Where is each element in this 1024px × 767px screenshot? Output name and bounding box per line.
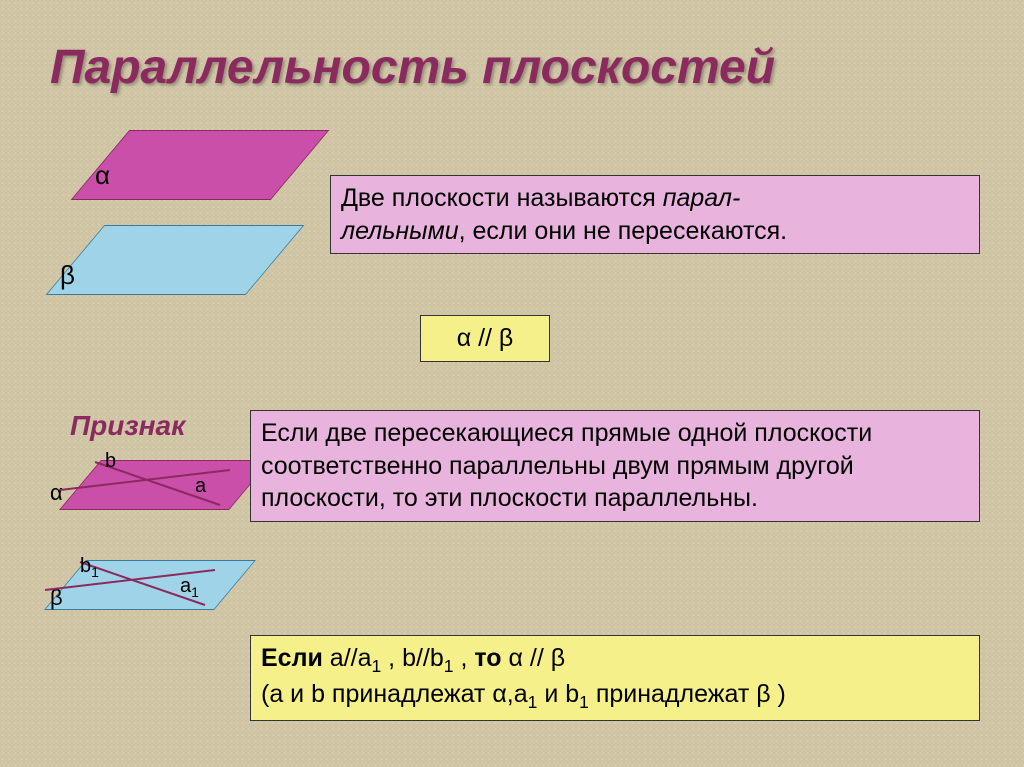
f-s4: 1 [579, 692, 589, 712]
label-beta-mid: β [50, 585, 63, 611]
label-a1: a1 [180, 575, 199, 600]
label-a: a [195, 475, 206, 498]
title-text: Параллельность плоскостей [50, 41, 775, 94]
notation-box: α // β [420, 315, 550, 362]
f-p5: то [474, 644, 501, 672]
label-b1-main: b [80, 555, 91, 577]
def-l1: Две плоскости называются [341, 184, 663, 212]
label-alpha-top: α [95, 160, 110, 191]
label-b: b [105, 450, 116, 473]
f-s2: 1 [444, 656, 454, 676]
label-beta-top: β [60, 260, 75, 291]
label-b1-sub: 1 [91, 564, 99, 580]
label-a1-main: a [180, 575, 191, 597]
f-p1: Если [261, 644, 323, 672]
label-a1-sub: 1 [191, 584, 199, 600]
notation-text: α // β [457, 324, 514, 352]
f-s1: 1 [372, 656, 382, 676]
f-s3: 1 [528, 692, 538, 712]
f-p6: α // β [502, 644, 566, 672]
def-l2: , если они не пересекаются. [459, 217, 787, 245]
label-alpha-mid: α [50, 480, 63, 506]
label-b1: b1 [80, 555, 99, 580]
theorem-text: Если две пересекающиеся прямые одной пло… [261, 419, 872, 512]
def-l2i: лельными [341, 217, 459, 245]
sign-heading: Признак [70, 410, 185, 442]
sign-text: Признак [70, 410, 185, 441]
theorem-box: Если две пересекающиеся прямые одной пло… [250, 410, 980, 522]
page-title: Параллельность плоскостей [50, 40, 775, 95]
f-p3: , b//b [381, 644, 444, 672]
formula-box: Если a//a1 , b//b1 , то α // β (a и b пр… [250, 635, 980, 721]
f-p2: a//a [323, 644, 372, 672]
f-l2a: (a и b принадлежат α,a [261, 680, 528, 708]
f-l2b: и b [537, 680, 579, 708]
def-l1i: парал- [663, 184, 741, 212]
f-p4: , [454, 644, 475, 672]
definition-box: Две плоскости называются парал- лельными… [330, 175, 980, 254]
f-l2c: принадлежат β ) [589, 680, 786, 708]
